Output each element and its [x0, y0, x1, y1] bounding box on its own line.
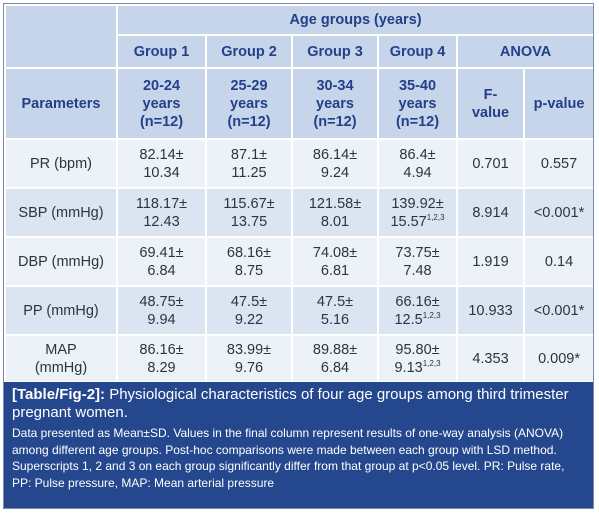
group4-cell: 86.4± 4.94: [377, 138, 458, 189]
group4-header: Group 4: [377, 34, 458, 69]
group4-cell: 139.92± 15.571,2,3: [377, 187, 458, 238]
caption-title-text: Physiological characteristics of four ag…: [12, 386, 569, 421]
group3-cell: 47.5± 5.16: [291, 285, 379, 336]
table-row: MAP (mmHg) 86.16± 8.29 83.99± 9.76 89.88± 6.…: [4, 334, 593, 383]
p-value-cell: <0.001*: [522, 285, 593, 336]
f-value-cell: 8.914: [456, 187, 525, 238]
group4-cell: 73.75± 7.48: [377, 236, 458, 287]
header-corner: [4, 4, 118, 69]
age-groups-header: Age groups (years): [115, 4, 593, 36]
group1-cell: 69.41± 6.84: [116, 236, 207, 287]
p-value-cell: 0.009*: [522, 334, 593, 383]
group1-cell: 118.17± 12.43: [116, 187, 207, 238]
group3-header: Group 3: [291, 34, 379, 69]
group2-cell: 115.67± 13.75: [205, 187, 293, 238]
anova-header: ANOVA: [455, 34, 593, 69]
table-row: PR (bpm) 82.14± 10.34 87.1± 11.25 86.14± 9.…: [4, 138, 593, 189]
group1-cell: 86.16± 8.29: [116, 334, 207, 383]
f-value-cell: 1.919: [456, 236, 525, 287]
p-value-cell: <0.001*: [522, 187, 593, 238]
p-value-header: p-value: [522, 67, 593, 140]
group3-cell: 89.88± 6.84: [291, 334, 379, 383]
caption-label: [Table/Fig-2]:: [12, 386, 106, 403]
group2-subheader: 25-29 years (n=12): [205, 67, 293, 140]
parameters-header: Parameters: [4, 67, 118, 140]
group3-subheader: 30-34 years (n=12): [291, 67, 379, 140]
group1-subheader: 20-24 years (n=12): [116, 67, 207, 140]
p-value-cell: 0.557: [522, 138, 593, 189]
group3-cell: 86.14± 9.24: [291, 138, 379, 189]
caption-notes: Data presented as Mean±SD. Values in the…: [12, 426, 565, 490]
group1-header: Group 1: [116, 34, 207, 69]
table-row: SBP (mmHg) 118.17± 12.43 115.67± 13.75 121…: [4, 187, 593, 238]
f-value-cell: 0.701: [456, 138, 525, 189]
table-caption: [Table/Fig-2]: Physiological characteris…: [4, 382, 593, 508]
group2-header: Group 2: [205, 34, 293, 69]
header-row-1: Age groups (years): [4, 4, 593, 69]
parameter-cell: PP (mmHg): [4, 285, 118, 336]
group2-cell: 68.16± 8.75: [205, 236, 293, 287]
group2-cell: 47.5± 9.22: [205, 285, 293, 336]
parameter-cell: PR (bpm): [4, 138, 118, 189]
f-value-cell: 4.353: [456, 334, 525, 383]
group4-subheader: 35-40 years (n=12): [377, 67, 458, 140]
superscript: 1,2,3: [422, 358, 441, 368]
group2-cell: 87.1± 11.25: [205, 138, 293, 189]
header-row-2: Group 1 Group 2 Group 3 Group 4 ANOVA: [5, 34, 593, 69]
group1-cell: 48.75± 9.94: [116, 285, 207, 336]
f-value-cell: 10.933: [456, 285, 525, 336]
group2-cell: 83.99± 9.76: [205, 334, 293, 383]
header-row-3: Parameters 20-24 years (n=12) 25-29 years (n…: [4, 67, 593, 140]
table-row: DBP (mmHg) 69.41± 6.84 68.16± 8.75 74.08± 6…: [4, 236, 593, 287]
parameter-cell: DBP (mmHg): [4, 236, 118, 287]
table-figure: Age groups (years) Group 1 Group 2 Group…: [3, 3, 594, 509]
data-table: Age groups (years) Group 1 Group 2 Group…: [4, 4, 593, 383]
parameter-cell: SBP (mmHg): [4, 187, 118, 238]
caption-title: [Table/Fig-2]: Physiological characteris…: [12, 386, 585, 422]
superscript: 1,2,3: [426, 212, 445, 222]
f-value-header: F-value: [456, 67, 525, 140]
group4-cell: 66.16± 12.51,2,3: [377, 285, 458, 336]
group3-cell: 121.58± 8.01: [291, 187, 379, 238]
p-value-cell: 0.14: [522, 236, 593, 287]
group3-cell: 74.08± 6.81: [291, 236, 379, 287]
parameter-cell: MAP (mmHg): [4, 334, 118, 383]
table-row: PP (mmHg) 48.75± 9.94 47.5± 9.22 47.5± 5.16…: [4, 285, 593, 336]
group4-cell: 95.80± 9.131,2,3: [377, 334, 458, 383]
group1-cell: 82.14± 10.34: [116, 138, 207, 189]
superscript: 1,2,3: [422, 310, 441, 320]
